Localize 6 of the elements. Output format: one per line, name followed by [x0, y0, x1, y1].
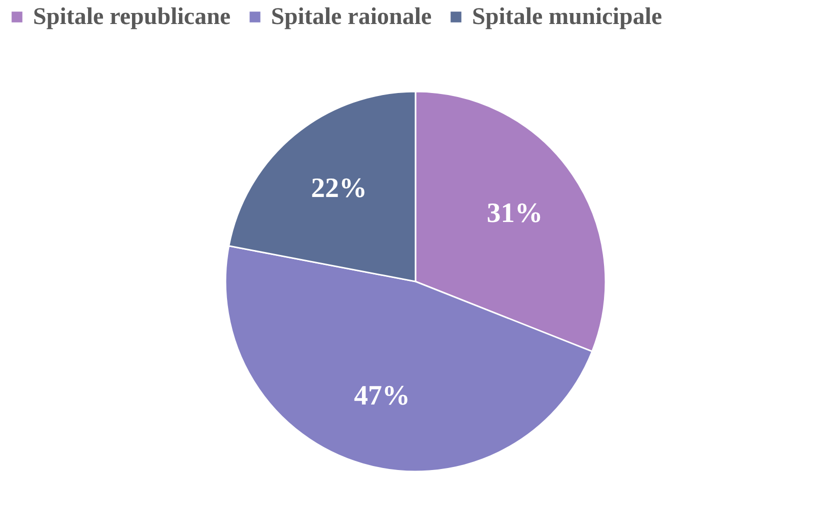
- legend-label: Spitale republicane: [33, 4, 231, 30]
- legend-label: Spitale raionale: [271, 4, 432, 30]
- legend-label: Spitale municipale: [472, 4, 662, 30]
- data-label: 31%: [486, 198, 543, 230]
- data-label: 22%: [311, 173, 368, 204]
- data-label: 47%: [354, 380, 410, 412]
